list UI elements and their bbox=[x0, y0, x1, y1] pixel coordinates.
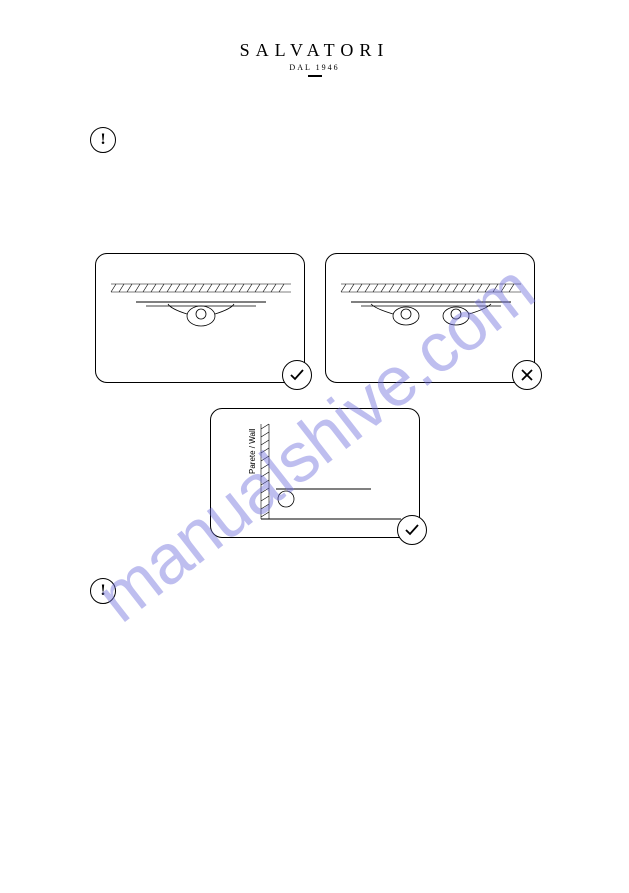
manual-page: SALVATORI DAL 1946 ! bbox=[0, 0, 629, 893]
diagram-row-top bbox=[60, 253, 569, 383]
check-badge bbox=[397, 515, 427, 545]
brand-underline bbox=[308, 75, 322, 77]
wall-label-text: Parete / Wall bbox=[248, 428, 257, 474]
brand-header: SALVATORI DAL 1946 bbox=[60, 40, 569, 77]
check-badge bbox=[282, 360, 312, 390]
warning-icon: ! bbox=[90, 127, 116, 153]
cross-icon bbox=[519, 367, 535, 383]
carry-incorrect-illustration bbox=[326, 254, 536, 384]
check-icon bbox=[403, 521, 421, 539]
diagram-panel-wall-position: Parete / Wall bbox=[210, 408, 420, 538]
diagram-panel-correct-carry bbox=[95, 253, 305, 383]
brand-tagline: DAL 1946 bbox=[60, 63, 569, 72]
cross-badge bbox=[512, 360, 542, 390]
carry-correct-illustration bbox=[96, 254, 306, 384]
exclamation-icon: ! bbox=[100, 131, 105, 149]
check-icon bbox=[288, 366, 306, 384]
diagram-panel-incorrect-carry bbox=[325, 253, 535, 383]
brand-name: SALVATORI bbox=[60, 40, 569, 61]
warning-icon: ! bbox=[90, 578, 116, 604]
wall-position-illustration: Parete / Wall bbox=[211, 409, 421, 539]
exclamation-icon: ! bbox=[100, 582, 105, 600]
